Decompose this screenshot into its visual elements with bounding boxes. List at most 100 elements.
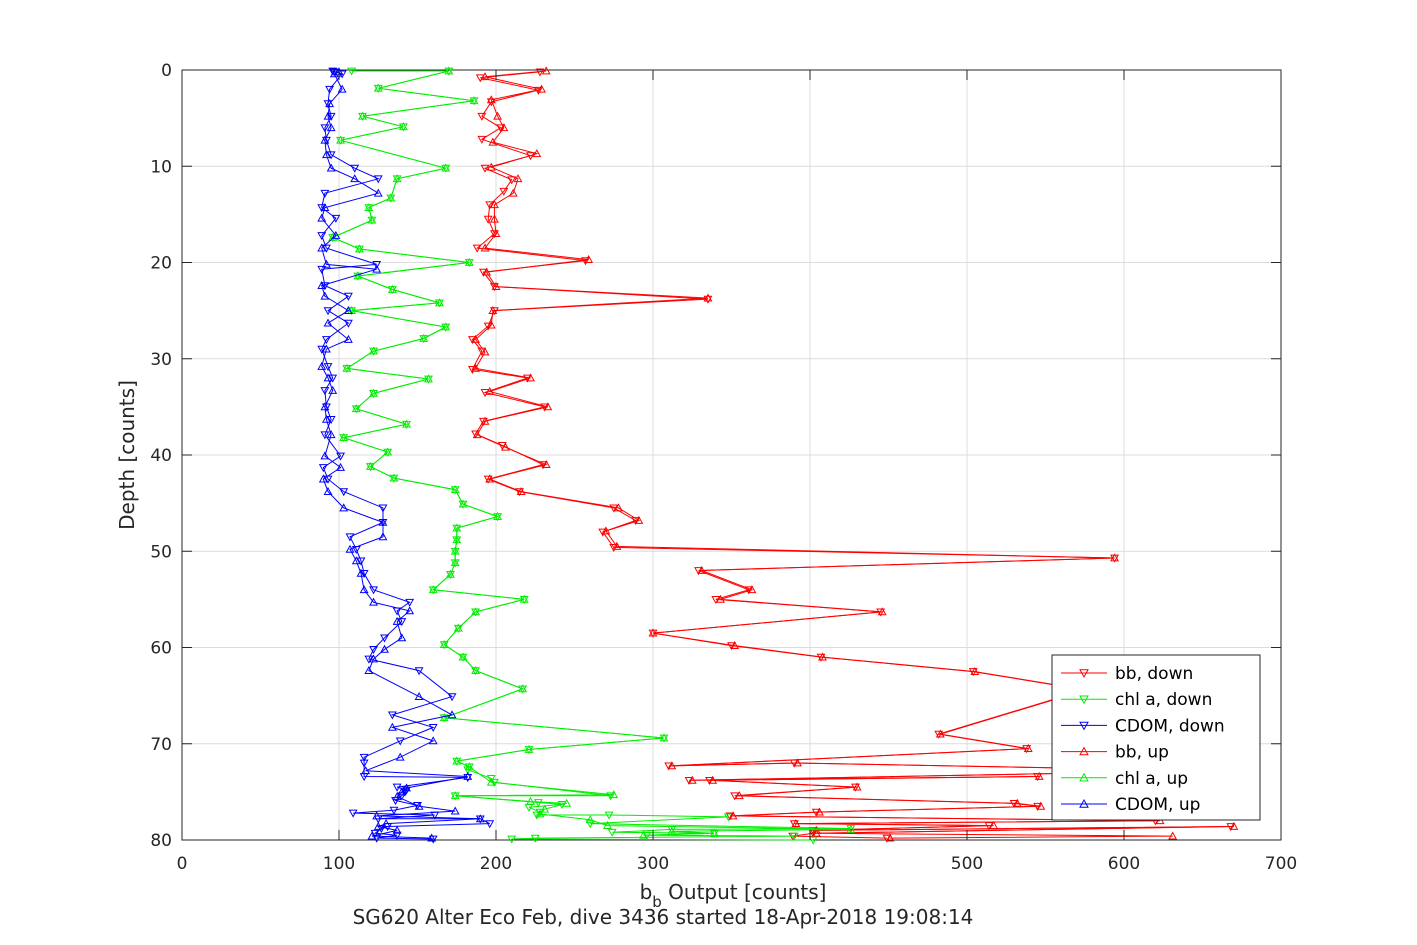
data-point-marker <box>464 762 474 771</box>
data-point-marker <box>326 123 336 132</box>
data-point-marker <box>387 284 397 293</box>
x-axis-label-subscript: b <box>652 893 662 911</box>
data-point-marker <box>489 214 499 223</box>
data-point-marker <box>372 264 382 273</box>
legend-marker <box>1079 798 1089 808</box>
data-point-marker <box>519 594 529 603</box>
data-point-marker <box>350 174 360 183</box>
data-point-marker <box>687 775 697 784</box>
data-point-marker <box>378 504 388 513</box>
data-point-marker <box>1168 831 1178 840</box>
legend-entry-label: CDOM, down <box>1115 716 1225 736</box>
legend-entry-label: chl a, down <box>1115 690 1212 710</box>
data-point-marker <box>369 654 378 663</box>
data-point-marker <box>486 775 496 784</box>
data-point-marker <box>598 528 608 537</box>
data-point-marker <box>326 416 336 425</box>
data-point-marker <box>428 585 438 594</box>
data-point-marker <box>343 305 353 315</box>
data-point-marker <box>364 665 374 674</box>
y-tick-label: 60 <box>150 639 172 659</box>
data-point-marker <box>370 829 380 838</box>
data-point-marker <box>664 762 674 771</box>
data-point-marker <box>489 200 499 209</box>
data-point-marker <box>697 565 707 574</box>
data-point-marker <box>516 486 526 495</box>
data-point-marker <box>367 831 377 840</box>
data-point-marker <box>320 451 330 460</box>
data-point-marker <box>326 430 336 439</box>
data-point-marker <box>381 819 391 828</box>
legend-entry-label: CDOM, up <box>1115 795 1200 815</box>
series-bb-up <box>471 66 1239 842</box>
data-point-marker <box>734 791 744 800</box>
legend-marker <box>1079 746 1089 756</box>
data-point-marker <box>601 526 611 535</box>
data-point-marker <box>320 189 330 198</box>
data-point-marker <box>480 164 490 173</box>
data-point-marker <box>667 761 677 770</box>
series-line <box>474 70 1234 839</box>
data-point-marker <box>499 187 509 196</box>
data-point-marker <box>1023 743 1033 752</box>
data-point-marker <box>453 623 463 632</box>
data-point-marker <box>402 783 411 792</box>
data-point-marker <box>428 736 438 745</box>
data-point-marker <box>526 796 535 805</box>
data-point-marker <box>336 135 346 144</box>
data-point-marker <box>488 305 498 315</box>
x-axis-label-main: b <box>640 880 653 904</box>
data-point-marker <box>452 523 462 532</box>
data-point-marker <box>414 667 424 676</box>
data-point-marker <box>447 710 457 719</box>
data-point-marker <box>364 655 374 664</box>
data-point-marker <box>447 693 457 702</box>
data-point-marker <box>405 606 415 615</box>
data-point-marker <box>452 535 462 544</box>
data-point-marker <box>703 295 713 304</box>
data-point-marker <box>439 639 449 648</box>
data-point-marker <box>395 737 405 746</box>
data-point-marker <box>730 792 740 801</box>
data-point-marker <box>728 811 738 820</box>
data-point-marker <box>877 607 887 616</box>
data-point-marker <box>373 188 383 197</box>
data-point-marker <box>321 259 331 268</box>
data-point-marker <box>485 474 495 483</box>
data-point-marker <box>450 558 460 567</box>
data-point-marker <box>488 137 498 146</box>
x-tick-label: 500 <box>951 854 983 874</box>
legend: bb, down chl a, down CDOM, down bb, up chl a… <box>1051 654 1261 821</box>
legend-marker <box>1079 669 1089 679</box>
chart-subtitle: SG620 Alter Eco Feb, dive 3436 started 1… <box>353 905 974 929</box>
y-tick-label: 40 <box>150 446 172 466</box>
data-point-marker <box>507 835 517 844</box>
data-point-marker <box>540 804 550 813</box>
data-point-marker <box>450 485 460 494</box>
data-point-marker <box>450 806 460 815</box>
data-point-marker <box>354 244 364 253</box>
data-point-marker <box>639 830 649 839</box>
data-point-marker <box>343 334 353 343</box>
legend-entry-label: bb, down <box>1115 664 1193 684</box>
data-point-marker <box>347 67 357 76</box>
data-point-marker <box>337 84 347 93</box>
data-point-marker <box>392 831 402 840</box>
data-point-marker <box>397 618 407 627</box>
data-point-marker <box>483 215 493 224</box>
series-layer <box>317 66 1239 845</box>
data-point-marker <box>378 517 388 526</box>
data-point-marker <box>882 834 892 843</box>
data-point-marker <box>359 753 369 762</box>
data-point-marker <box>343 319 353 328</box>
data-point-marker <box>342 363 352 372</box>
data-point-marker <box>475 814 485 823</box>
data-point-marker <box>361 766 371 775</box>
data-point-marker <box>485 386 495 395</box>
data-point-marker <box>419 333 429 342</box>
data-point-marker <box>694 567 703 576</box>
data-point-marker <box>491 281 501 290</box>
data-point-marker <box>320 135 330 144</box>
data-point-marker <box>359 585 369 594</box>
